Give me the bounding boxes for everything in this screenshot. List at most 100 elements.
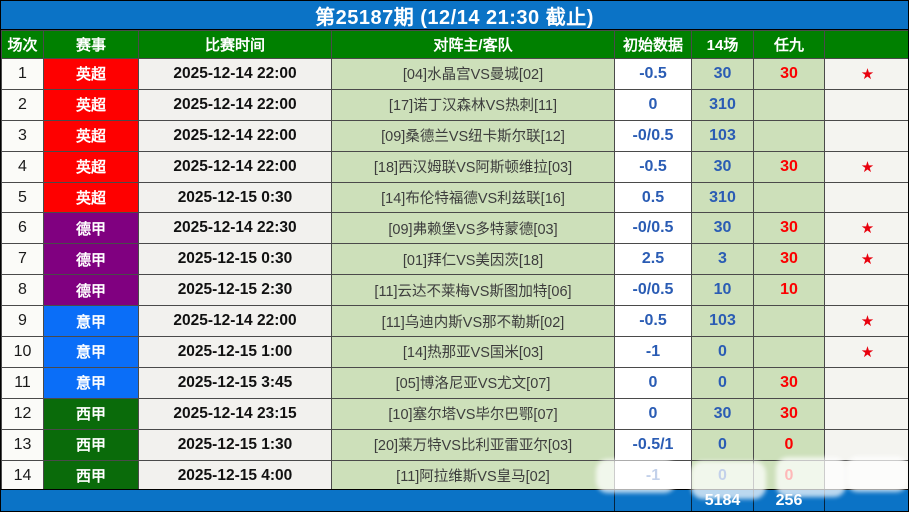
initial-odds: -0/0.5 [614, 119, 692, 152]
initial-odds: 0.5 [614, 181, 692, 214]
col-header-time: 比赛时间 [138, 30, 332, 59]
match-teams: [17]诺丁汉森林VS热刺[11] [331, 88, 615, 121]
league-badge: 西甲 [43, 397, 139, 430]
star-cell [824, 274, 908, 307]
star-icon: ★ [860, 251, 875, 269]
match-teams: [14]布伦特福德VS利兹联[16] [331, 181, 615, 214]
star-cell: ★ [824, 243, 908, 276]
total-ren9-count: 256 [753, 490, 824, 511]
ren9-value: 30 [753, 58, 825, 90]
match-teams: [05]博洛尼亚VS尤文[07] [331, 366, 615, 399]
ren9-value [753, 88, 825, 121]
initial-odds: 0 [614, 366, 692, 399]
ren9-value: 30 [753, 397, 825, 430]
league-badge: 意甲 [43, 366, 139, 399]
ren9-value: 0 [753, 459, 825, 492]
col-header-league: 赛事 [43, 30, 139, 59]
match-teams: [20]莱万特VS比利亚雷亚尔[03] [331, 428, 615, 461]
star-cell [824, 181, 908, 214]
col-header-14: 14场 [691, 30, 754, 59]
match-row: 6 德甲 2025-12-14 22:30 [09]弗赖堡VS多特蒙德[03] … [1, 212, 908, 245]
initial-odds: 2.5 [614, 243, 692, 276]
title-bar: 第25187期 (12/14 21:30 截止) [1, 1, 908, 30]
star-icon: ★ [860, 313, 875, 331]
matches-table: 场次 赛事 比赛时间 对阵主/客队 初始数据 14场 任九 1 英超 2025-… [1, 30, 908, 492]
initial-odds: -1 [614, 336, 692, 368]
match-number: 14 [1, 459, 44, 492]
pick-14-value: 30 [691, 212, 754, 245]
pick-14-value: 0 [691, 336, 754, 368]
match-time: 2025-12-14 22:00 [138, 119, 332, 152]
ren9-value [753, 181, 825, 214]
pick-14-value: 103 [691, 119, 754, 152]
match-teams: [04]水晶宫VS曼城[02] [331, 58, 615, 90]
header-row: 场次 赛事 比赛时间 对阵主/客队 初始数据 14场 任九 [1, 30, 908, 59]
match-row: 7 德甲 2025-12-15 0:30 [01]拜仁VS美因茨[18] 2.5… [1, 243, 908, 276]
ren9-value: 10 [753, 274, 825, 307]
match-number: 6 [1, 212, 44, 245]
totals-spacer-odds [614, 490, 691, 511]
pick-14-value: 0 [691, 366, 754, 399]
ren9-value [753, 305, 825, 338]
ren9-value [753, 119, 825, 152]
match-row: 3 英超 2025-12-14 22:00 [09]桑德兰VS纽卡斯尔联[12]… [1, 119, 908, 152]
match-number: 3 [1, 119, 44, 152]
match-time: 2025-12-14 23:15 [138, 397, 332, 430]
star-cell: ★ [824, 150, 908, 183]
star-cell: ★ [824, 305, 908, 338]
league-badge: 意甲 [43, 336, 139, 368]
pick-14-value: 103 [691, 305, 754, 338]
match-number: 12 [1, 397, 44, 430]
match-row: 10 意甲 2025-12-15 1:00 [14]热那亚VS国米[03] -1… [1, 336, 908, 368]
initial-odds: 0 [614, 397, 692, 430]
star-icon: ★ [860, 343, 875, 361]
star-cell [824, 428, 908, 461]
match-number: 8 [1, 274, 44, 307]
match-row: 12 西甲 2025-12-14 23:15 [10]塞尔塔VS毕尔巴鄂[07]… [1, 397, 908, 430]
match-number: 2 [1, 88, 44, 121]
initial-odds: -0.5 [614, 58, 692, 90]
initial-odds: 0 [614, 88, 692, 121]
match-time: 2025-12-15 0:30 [138, 181, 332, 214]
initial-odds: -0/0.5 [614, 274, 692, 307]
star-icon: ★ [860, 158, 875, 176]
match-number: 7 [1, 243, 44, 276]
initial-odds: -0.5/1 [614, 428, 692, 461]
col-header-odds: 初始数据 [614, 30, 692, 59]
match-number: 10 [1, 336, 44, 368]
ren9-value: 30 [753, 212, 825, 245]
star-cell [824, 366, 908, 399]
match-teams: [14]热那亚VS国米[03] [331, 336, 615, 368]
initial-odds: -1 [614, 459, 692, 492]
match-time: 2025-12-15 1:00 [138, 336, 332, 368]
match-time: 2025-12-15 3:45 [138, 366, 332, 399]
star-cell: ★ [824, 58, 908, 90]
match-teams: [11]乌迪内斯VS那不勒斯[02] [331, 305, 615, 338]
match-teams: [09]桑德兰VS纽卡斯尔联[12] [331, 119, 615, 152]
initial-odds: -0/0.5 [614, 212, 692, 245]
pick-14-value: 30 [691, 58, 754, 90]
match-row: 4 英超 2025-12-14 22:00 [18]西汉姆联VS阿斯顿维拉[03… [1, 150, 908, 183]
league-badge: 意甲 [43, 305, 139, 338]
star-cell: ★ [824, 336, 908, 368]
ren9-value [753, 336, 825, 368]
match-time: 2025-12-14 22:00 [138, 88, 332, 121]
col-header-star [824, 30, 908, 59]
ren9-value: 30 [753, 366, 825, 399]
match-time: 2025-12-14 22:00 [138, 150, 332, 183]
pick-14-value: 30 [691, 397, 754, 430]
star-cell [824, 459, 908, 492]
match-teams: [01]拜仁VS美因茨[18] [331, 243, 615, 276]
league-badge: 英超 [43, 181, 139, 214]
totals-spacer-left [1, 490, 614, 511]
initial-odds: -0.5 [614, 150, 692, 183]
ren9-value: 0 [753, 428, 825, 461]
match-time: 2025-12-15 0:30 [138, 243, 332, 276]
pick-14-value: 310 [691, 181, 754, 214]
match-number: 9 [1, 305, 44, 338]
match-row: 8 德甲 2025-12-15 2:30 [11]云达不莱梅VS斯图加特[06]… [1, 274, 908, 307]
match-row: 1 英超 2025-12-14 22:00 [04]水晶宫VS曼城[02] -0… [1, 58, 908, 90]
match-number: 5 [1, 181, 44, 214]
match-number: 11 [1, 366, 44, 399]
match-number: 1 [1, 58, 44, 90]
